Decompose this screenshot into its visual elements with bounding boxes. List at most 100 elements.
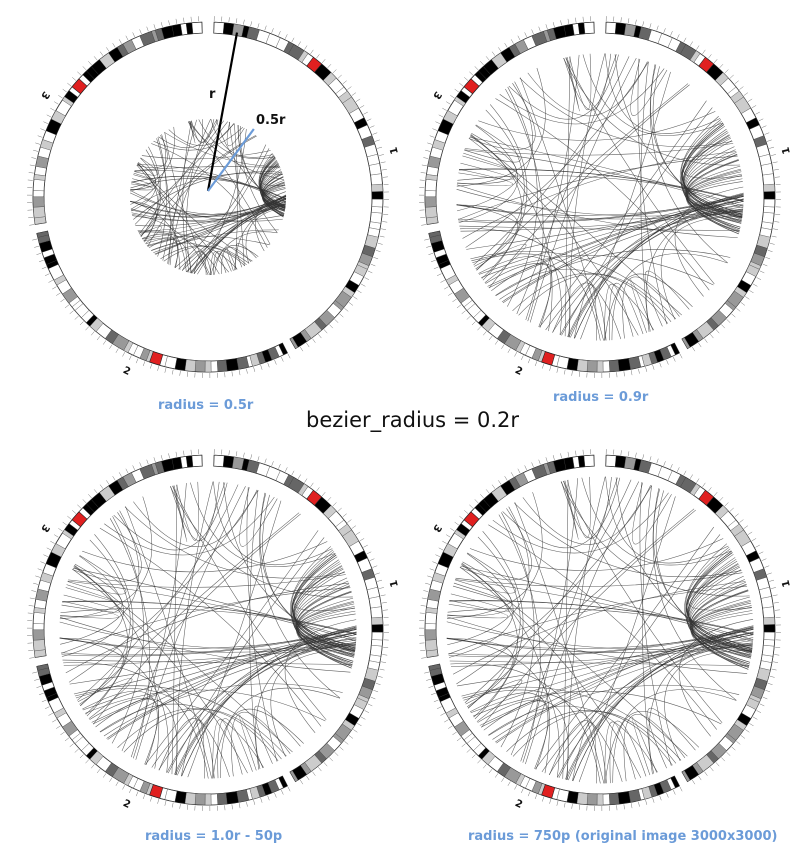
tick xyxy=(168,20,170,26)
tick xyxy=(125,468,129,474)
link xyxy=(134,170,286,204)
chromosome-1-label: 1 xyxy=(781,146,793,155)
tick xyxy=(153,457,156,463)
tick xyxy=(347,519,352,523)
tick xyxy=(33,582,39,585)
tick xyxy=(663,461,666,467)
tick xyxy=(456,304,462,309)
tick xyxy=(698,775,702,781)
tick xyxy=(773,169,779,171)
tick xyxy=(461,743,466,748)
link xyxy=(611,273,693,341)
link xyxy=(59,637,169,773)
link xyxy=(138,196,287,232)
tick xyxy=(767,249,773,252)
link xyxy=(72,568,248,774)
tick xyxy=(666,792,669,798)
link xyxy=(292,553,356,649)
tick xyxy=(323,762,328,767)
tick xyxy=(549,365,552,371)
cytoband xyxy=(596,793,604,806)
link xyxy=(452,581,746,675)
tick xyxy=(471,321,476,326)
link xyxy=(68,490,259,683)
tick xyxy=(99,484,104,489)
tick xyxy=(90,764,95,769)
tick xyxy=(517,35,521,41)
tick xyxy=(327,64,332,69)
tick xyxy=(297,41,301,46)
link xyxy=(447,506,530,646)
tick xyxy=(29,224,35,226)
tick xyxy=(446,101,451,105)
link xyxy=(450,663,601,784)
link xyxy=(684,543,750,666)
tick xyxy=(79,754,84,759)
tick xyxy=(676,34,680,39)
link xyxy=(137,230,250,264)
tick xyxy=(452,298,457,303)
tick xyxy=(649,23,652,29)
tick xyxy=(355,531,361,535)
link xyxy=(495,98,710,291)
link xyxy=(449,600,754,634)
link xyxy=(167,119,197,264)
chromosome-2-label: 2 xyxy=(513,798,524,811)
link xyxy=(652,66,742,220)
tick xyxy=(556,800,559,806)
tick xyxy=(420,649,426,652)
tick xyxy=(745,296,750,300)
link xyxy=(495,626,754,743)
cytoband xyxy=(32,629,45,641)
tick xyxy=(466,315,471,320)
link xyxy=(446,492,543,619)
tick xyxy=(494,340,499,345)
link xyxy=(529,57,637,323)
link xyxy=(190,482,336,567)
tick xyxy=(115,348,119,353)
tick xyxy=(448,725,453,729)
tick xyxy=(740,302,746,306)
link xyxy=(171,484,178,775)
link xyxy=(254,705,301,764)
tick xyxy=(774,609,780,611)
tick xyxy=(274,359,277,365)
link xyxy=(291,549,356,647)
tick xyxy=(762,696,768,700)
link xyxy=(476,83,689,271)
cytoband xyxy=(191,21,203,34)
tick xyxy=(339,313,344,318)
tick xyxy=(102,773,107,778)
tick xyxy=(102,340,107,345)
link xyxy=(212,719,243,779)
tick xyxy=(538,459,541,465)
tick xyxy=(40,561,46,564)
link xyxy=(151,197,287,251)
link xyxy=(59,637,124,705)
tick xyxy=(427,575,433,578)
tick xyxy=(373,689,379,693)
tick xyxy=(44,706,50,710)
tick xyxy=(321,58,326,64)
tick xyxy=(122,784,126,790)
tick xyxy=(764,565,770,568)
tick xyxy=(374,139,380,142)
tick xyxy=(482,331,487,336)
tick xyxy=(679,786,683,792)
tick xyxy=(364,710,370,713)
link xyxy=(467,536,521,709)
cytoband xyxy=(609,792,620,805)
chromosome-1-ideogram xyxy=(213,21,384,350)
tick xyxy=(132,32,135,38)
tick xyxy=(538,26,541,32)
link xyxy=(647,707,696,769)
tick xyxy=(58,95,63,99)
link xyxy=(652,488,737,701)
tick xyxy=(54,534,59,538)
link xyxy=(160,245,246,266)
tick xyxy=(109,777,113,782)
tick xyxy=(710,334,714,339)
link xyxy=(130,200,187,272)
tick xyxy=(715,329,720,334)
link xyxy=(461,563,688,757)
